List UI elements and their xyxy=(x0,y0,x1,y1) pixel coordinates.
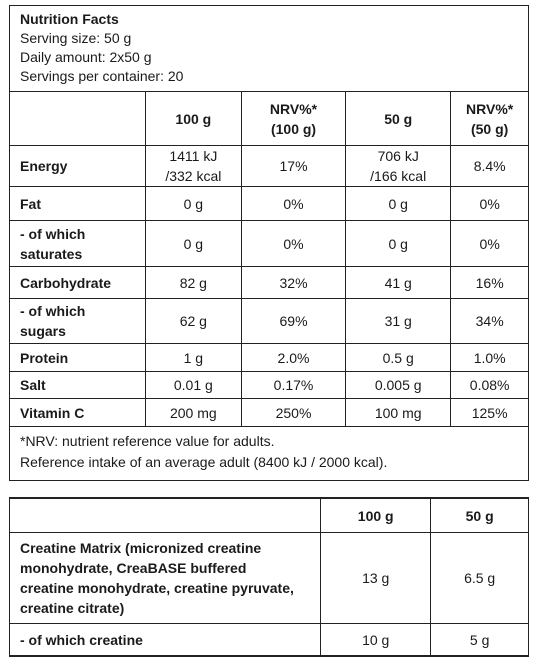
value-cell: 250% xyxy=(240,398,347,427)
value-cell: 0 g xyxy=(345,220,452,267)
row-label: - of which creatine xyxy=(10,623,322,656)
value-cell: 0% xyxy=(240,220,347,267)
row-label: Energy xyxy=(10,145,146,187)
value-cell: 31 g xyxy=(345,298,452,344)
value-cell: 125% xyxy=(450,398,528,427)
value-cell: 100 mg xyxy=(345,398,452,427)
value-cell: 34% xyxy=(450,298,528,344)
value-cell: 6.5 g xyxy=(430,532,528,624)
row: Salt 0.01 g 0.17% 0.005 g 0.08% xyxy=(10,371,528,399)
creatine-table: 100 g 50 g Creatine Matrix (micronized cre… xyxy=(10,498,528,656)
row-label: Carbohydrate xyxy=(10,266,146,299)
value-cell: 5 g xyxy=(430,623,528,656)
value-cell: 0 g xyxy=(144,186,242,221)
row: Creatine Matrix (micronized creatine mon… xyxy=(10,532,528,624)
footnote-line: *NRV: nutrient reference value for adult… xyxy=(20,433,275,449)
corner-cell xyxy=(10,498,322,533)
value-cell: 1 g xyxy=(144,343,242,372)
row: Vitamin C 200 mg 250% 100 mg 125% xyxy=(10,398,528,427)
footnote-line: Reference intake of an average adult (84… xyxy=(20,454,388,470)
row-label: Vitamin C xyxy=(10,398,146,427)
title: Nutrition Facts xyxy=(20,11,119,27)
column-header: NRV%* (50 g) xyxy=(450,91,528,146)
value-cell: 0% xyxy=(240,186,347,221)
row: - of which sugars 62 g 69% 31 g 34% xyxy=(10,298,528,344)
value-cell: 17% xyxy=(240,145,347,187)
value-cell: 0.005 g xyxy=(345,371,452,399)
value-cell: 0.08% xyxy=(450,371,528,399)
value-cell: 1.0% xyxy=(450,343,528,372)
row: - of which saturates 0 g 0% 0 g 0% xyxy=(10,220,528,267)
footnote: *NRV: nutrient reference value for adult… xyxy=(10,427,528,477)
value-cell: 0.5 g xyxy=(345,343,452,372)
value-cell: 0% xyxy=(450,186,528,221)
value-cell: 0% xyxy=(450,220,528,267)
value-cell: 8.4% xyxy=(450,145,528,187)
header-line: Serving size: 50 g xyxy=(20,30,132,46)
row-label: - of which saturates xyxy=(10,220,146,267)
value-cell: 706 kJ /166 kcal xyxy=(345,145,452,187)
row-label: Fat xyxy=(10,186,146,221)
row-label: Creatine Matrix (micronized creatine mon… xyxy=(10,532,322,624)
value-cell: 13 g xyxy=(320,532,432,624)
value-cell: 62 g xyxy=(144,298,242,344)
value-cell: 200 mg xyxy=(144,398,242,427)
row-label: - of which sugars xyxy=(10,298,146,344)
column-header: NRV%* (100 g) xyxy=(240,91,347,146)
row: Fat 0 g 0% 0 g 0% xyxy=(10,186,528,221)
header: Nutrition Facts Serving size: 50 g Daily… xyxy=(10,6,528,86)
value-cell: 10 g xyxy=(320,623,432,656)
header-row: 100 g 50 g xyxy=(10,498,528,533)
column-header: 100 g xyxy=(144,91,242,146)
value-cell: 0.01 g xyxy=(144,371,242,399)
nutrition-panel: Nutrition Facts Serving size: 50 g Daily… xyxy=(9,5,529,481)
column-header: 50 g xyxy=(430,498,528,533)
header-row: 100 g NRV%* (100 g) 50 g NRV%* (50 g) xyxy=(10,91,528,146)
value-cell: 41 g xyxy=(345,266,452,299)
value-cell: 69% xyxy=(240,298,347,344)
header-line: Daily amount: 2x50 g xyxy=(20,49,152,65)
header-line: Servings per container: 20 xyxy=(20,68,184,84)
value-cell: 2.0% xyxy=(240,343,347,372)
creatine-panel: 100 g 50 g Creatine Matrix (micronized cre… xyxy=(9,497,529,657)
row: Protein 1 g 2.0% 0.5 g 1.0% xyxy=(10,343,528,372)
value-cell: 1411 kJ /332 kcal xyxy=(144,145,242,187)
row: Energy 1411 kJ /332 kcal 17% 706 kJ /166 kc… xyxy=(10,145,528,187)
value-cell: 0 g xyxy=(345,186,452,221)
row: Carbohydrate 82 g 32% 41 g 16% xyxy=(10,266,528,299)
nutrition-table: 100 g NRV%* (100 g) 50 g NRV%* (50 g) Energy… xyxy=(10,91,528,427)
column-header: 100 g xyxy=(320,498,432,533)
value-cell: 32% xyxy=(240,266,347,299)
row-label: Salt xyxy=(10,371,146,399)
value-cell: 82 g xyxy=(144,266,242,299)
value-cell: 0.17% xyxy=(240,371,347,399)
corner-cell xyxy=(10,91,146,146)
row-label: Protein xyxy=(10,343,146,372)
column-header: 50 g xyxy=(345,91,452,146)
value-cell: 16% xyxy=(450,266,528,299)
value-cell: 0 g xyxy=(144,220,242,267)
